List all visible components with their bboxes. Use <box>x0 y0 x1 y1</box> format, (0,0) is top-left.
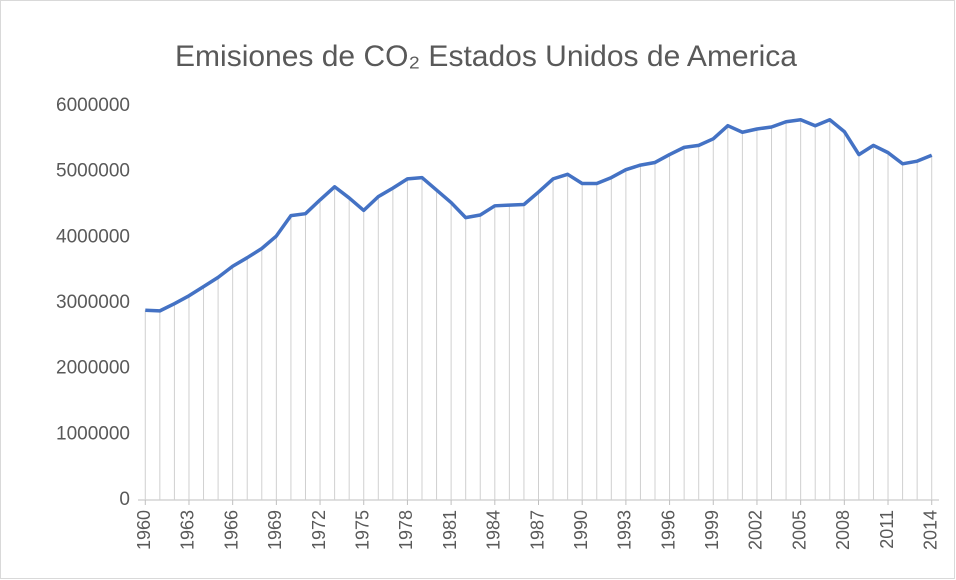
x-tick-label: 1999 <box>702 510 722 550</box>
data-line <box>145 118 933 313</box>
y-tick-label: 4000000 <box>56 226 130 247</box>
x-tick-label: 1987 <box>527 510 547 550</box>
x-tick-label: 2011 <box>877 510 897 549</box>
y-tick-label: 3000000 <box>56 292 130 313</box>
x-tick-label: 2005 <box>789 510 809 550</box>
x-tick-label: 1975 <box>352 510 372 550</box>
x-tick-label: 2002 <box>746 510 766 550</box>
x-tick-label: 1984 <box>484 510 504 550</box>
x-tick-label: 1978 <box>396 510 416 550</box>
x-tick-label: 1960 <box>134 510 154 550</box>
y-tick-label: 1000000 <box>56 423 130 444</box>
x-tick-label: 1969 <box>265 510 285 550</box>
y-tick-label: 2000000 <box>56 358 130 379</box>
x-tick-label: 2014 <box>920 510 940 550</box>
y-tick-label: 6000000 <box>56 95 130 116</box>
y-tick-label: 0 <box>119 489 130 510</box>
y-tick-label: 5000000 <box>56 161 130 182</box>
x-tick-label: 2008 <box>833 510 853 550</box>
chart-title: Emisiones de CO₂ Estados Unidos de Ameri… <box>175 40 797 73</box>
x-tick-label: 1990 <box>571 510 591 550</box>
x-tick-label: 1981 <box>440 510 460 550</box>
x-tick-label: 1963 <box>178 510 198 550</box>
x-tick-label: 1972 <box>309 510 329 550</box>
x-tick-label: 1993 <box>615 510 635 550</box>
x-tick-label: 1966 <box>221 510 241 550</box>
x-tick-label: 1996 <box>658 510 678 550</box>
